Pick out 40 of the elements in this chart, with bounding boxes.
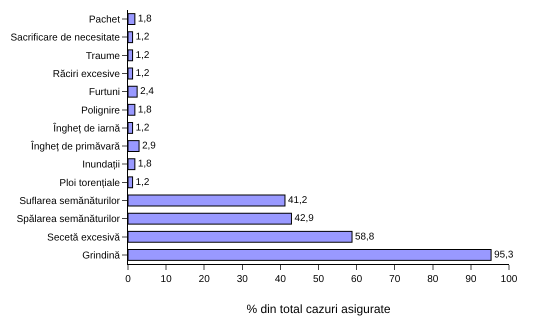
y-tick-label: Traume — [86, 50, 120, 62]
data-label: 1,2 — [136, 68, 150, 79]
x-tick-label: 0 — [125, 274, 132, 285]
data-label: 41,2 — [288, 194, 308, 206]
x-tick-label: 80 — [427, 274, 439, 285]
x-axis-title: % din total cazuri asigurate — [246, 302, 391, 316]
y-tick-label: Sacrificare de necesitate — [10, 32, 120, 44]
data-label: 42,9 — [294, 213, 314, 224]
y-tick-label: Furtuni — [88, 87, 120, 98]
data-label: 95,3 — [494, 249, 514, 260]
y-tick-label: Inundații — [82, 160, 120, 171]
data-label: 1,2 — [136, 176, 150, 188]
y-tick-label: Pachet — [88, 14, 120, 26]
x-tick-label: 50 — [312, 274, 324, 285]
y-tick-label: Grindină — [82, 250, 120, 262]
x-tick-label: 60 — [351, 274, 363, 285]
data-label: 1,8 — [138, 104, 152, 116]
y-tick-label: Îngheț de iarnă — [52, 122, 120, 134]
x-tick-label: 30 — [236, 274, 248, 285]
y-tick-label: Polignire — [81, 105, 120, 116]
y-tick-label: Răciri excesive — [52, 69, 120, 80]
y-tick-label: Îngheț de primăvară — [30, 140, 120, 153]
y-tick-label: Suflarea semănăturilor — [19, 196, 121, 207]
y-tick-label: Spălarea semănăturilor — [16, 214, 121, 226]
x-tick-label: 40 — [274, 274, 286, 285]
data-label: 2,4 — [140, 86, 154, 98]
x-tick-label: 90 — [465, 274, 477, 285]
x-tick-label: 70 — [389, 274, 401, 285]
data-label: 2,9 — [142, 140, 156, 152]
data-label: 1,2 — [136, 122, 150, 134]
data-label: 1,8 — [138, 14, 152, 25]
data-label: 1,2 — [136, 32, 150, 43]
x-tick-label: 10 — [160, 274, 172, 285]
y-tick-label: Secetă excesivă — [47, 232, 120, 244]
data-label: 1,2 — [136, 50, 150, 61]
x-tick-label: 20 — [198, 274, 210, 285]
data-label: 58,8 — [355, 231, 375, 242]
x-tick-label: 100 — [500, 274, 518, 285]
y-tick-label: Ploi torențiale — [59, 178, 120, 189]
data-label: 1,8 — [138, 158, 152, 170]
